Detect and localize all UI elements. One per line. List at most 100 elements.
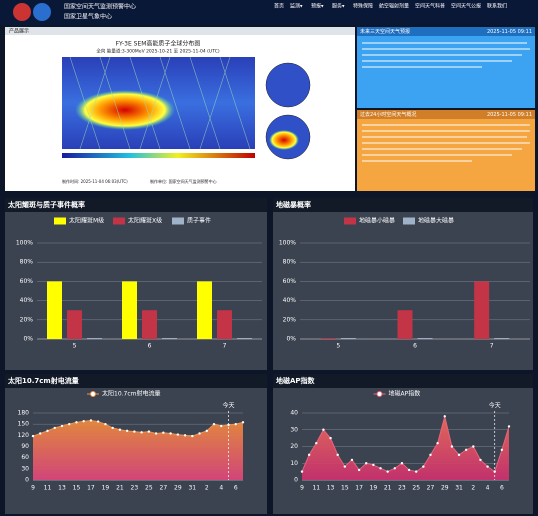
y-tick-label: 30 [21,465,29,472]
x-tick-label: 2 [205,485,209,492]
point [176,433,180,436]
legend-label: 太阳耀斑M级 [69,217,104,225]
bar [142,310,157,339]
x-tick-label: 9 [31,485,35,492]
x-tick-label: 19 [102,485,110,492]
x-tick-label: 4 [219,485,223,492]
bar [237,338,252,339]
point [46,429,49,433]
point [415,470,418,473]
point [147,430,151,433]
site-subtitle: 国家卫星气象中心 [64,13,112,21]
nav-item[interactable]: 预报▾ [311,3,324,10]
logo [13,3,31,21]
forecast-text-lines [362,42,530,68]
bar [340,338,356,339]
forecast-heading-bar [357,27,535,36]
point [365,462,368,465]
point [300,470,304,473]
chart-panel [273,198,533,370]
summary-heading-bar [357,110,535,119]
legend-swatch [172,217,184,225]
legend-label: 质子事件 [187,217,211,225]
y-tick-label: 0 [25,477,29,484]
x-tick-label: 31 [455,485,463,492]
x-tick-label: 6 [148,343,152,350]
made-time: 制作时间: 2025-11-04 06:03(UTC) [62,178,128,184]
point [241,421,245,424]
y-tick-label: 20 [290,443,298,450]
point [169,432,172,435]
nav-item[interactable]: 航空辐射剂量 [379,3,409,10]
point [407,468,411,472]
bar [417,338,433,339]
point [191,434,194,438]
nav-item[interactable]: 服务▾ [332,3,345,10]
point [220,424,223,428]
y-tick-label: 20% [283,316,297,323]
chart-title-bar [5,374,267,388]
point [436,441,439,445]
legend-label: 太阳耀斑X级 [128,217,162,225]
chart-title-bar [273,198,533,212]
summary-panel [357,110,535,191]
area [33,420,243,480]
x-tick-label: 13 [327,485,335,492]
area [302,416,509,480]
point [372,463,375,467]
line [32,419,244,437]
point [75,421,78,424]
nav-item[interactable]: 空间天气公报 [451,3,481,10]
x-tick-label: 29 [174,485,182,492]
x-tick-label: 15 [341,485,349,492]
legend-label: 太阳10.7cm射电流量 [102,390,161,398]
legend-swatch [403,217,415,225]
header-bar [0,0,538,25]
point [422,465,425,468]
nav-item[interactable]: 特殊保障 [353,3,373,10]
y-tick-label: 30 [290,426,298,433]
x-tick-label: 31 [188,485,196,492]
map-anomaly [75,90,175,130]
point [479,458,482,462]
point [162,431,165,434]
x-tick-label: 23 [398,485,406,492]
x-tick-label: 17 [355,485,363,492]
nav-item[interactable]: 联系我们 [487,3,507,10]
polar-map [265,62,311,108]
product-subtitle: 全向 能量道:3-300MeV 2025-10-21 至 2025-11-04 … [96,48,219,55]
point [96,420,100,423]
point [393,467,396,470]
bar [197,281,212,339]
x-tick-label: 9 [300,485,304,492]
y-tick-label: 40 [290,410,298,417]
x-tick-label: 7 [490,343,494,350]
point [322,428,325,431]
y-tick-label: 80% [20,259,34,266]
y-tick-label: 60% [20,278,34,285]
x-tick-label: 4 [486,485,490,492]
x-tick-label: 25 [412,485,420,492]
x-tick-label: 2 [471,485,475,492]
today-label: 今天 [223,402,235,410]
point [31,434,35,438]
nav-item[interactable]: 首页 [274,3,284,10]
point [443,415,446,418]
bar [122,281,137,339]
nav-item[interactable]: 监测▾ [290,3,303,10]
point [307,453,311,457]
x-tick-label: 21 [384,485,392,492]
bar [47,281,62,339]
point [104,422,107,426]
chart-title-bar [273,374,533,388]
legend-swatch [54,217,66,225]
y-tick-label: 90 [21,443,29,450]
point [386,470,389,473]
y-tick-label: 150 [18,421,30,428]
nav-item[interactable]: 空间天气科普 [415,3,445,10]
point [60,424,64,428]
point [350,458,354,462]
y-tick-label: 80% [283,259,297,266]
point [133,430,136,433]
